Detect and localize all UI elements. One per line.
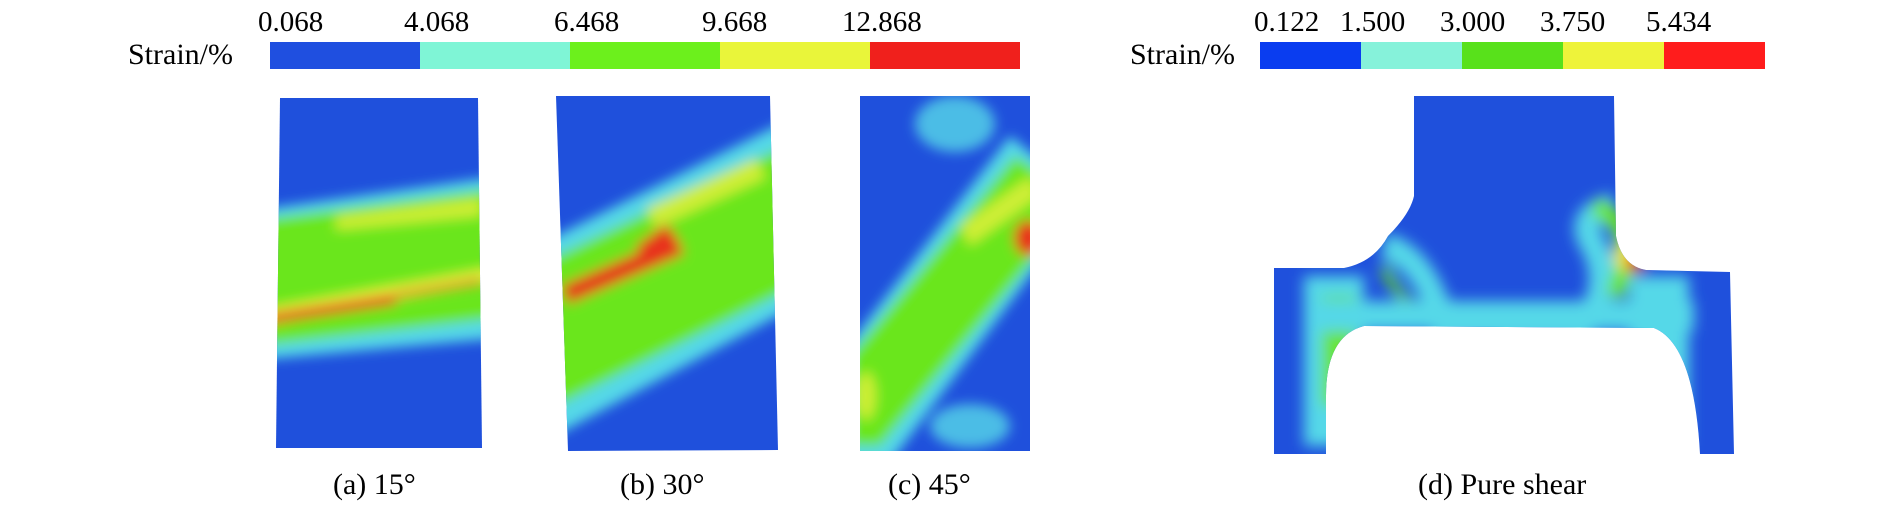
legend-left-seg-2 <box>420 42 570 69</box>
legend-left-label: Strain/% <box>128 38 233 71</box>
caption-d: (d) Pure shear <box>1418 468 1587 501</box>
legend-right-tick-4: 3.750 <box>1540 6 1606 38</box>
legend-left-tick-3: 6.468 <box>554 6 620 38</box>
legend-right-tick-3: 3.000 <box>1440 6 1506 38</box>
legend-right-tick-2: 1.500 <box>1340 6 1406 38</box>
legend-right-seg-3 <box>1462 42 1563 69</box>
legend-right-seg-4 <box>1563 42 1664 69</box>
legend-right-seg-2 <box>1361 42 1462 69</box>
strain-map-pure-shear <box>1274 96 1734 454</box>
legend-right-seg-1 <box>1260 42 1361 69</box>
caption-c: (c) 45° <box>888 468 971 501</box>
strain-map-30deg <box>556 96 778 451</box>
legend-right-colorbar <box>1260 42 1765 69</box>
strain-map-15deg <box>276 98 482 448</box>
legend-right-label: Strain/% <box>1130 38 1235 71</box>
legend-left-colorbar <box>270 42 1020 69</box>
legend-left-seg-3 <box>570 42 720 69</box>
legend-left-tick-4: 9.668 <box>702 6 768 38</box>
legend-right-seg-5 <box>1664 42 1765 69</box>
legend-right-tick-5: 5.434 <box>1646 6 1712 38</box>
legend-left-seg-5 <box>870 42 1020 69</box>
legend-right-tick-1: 0.122 <box>1254 6 1320 38</box>
legend-left-tick-2: 4.068 <box>404 6 470 38</box>
caption-b: (b) 30° <box>620 468 705 501</box>
caption-a: (a) 15° <box>333 468 416 501</box>
legend-left-tick-5: 12.868 <box>842 6 922 38</box>
legend-left-seg-4 <box>720 42 870 69</box>
legend-left-seg-1 <box>270 42 420 69</box>
legend-left-tick-1: 0.068 <box>258 6 324 38</box>
strain-map-45deg <box>860 96 1030 451</box>
